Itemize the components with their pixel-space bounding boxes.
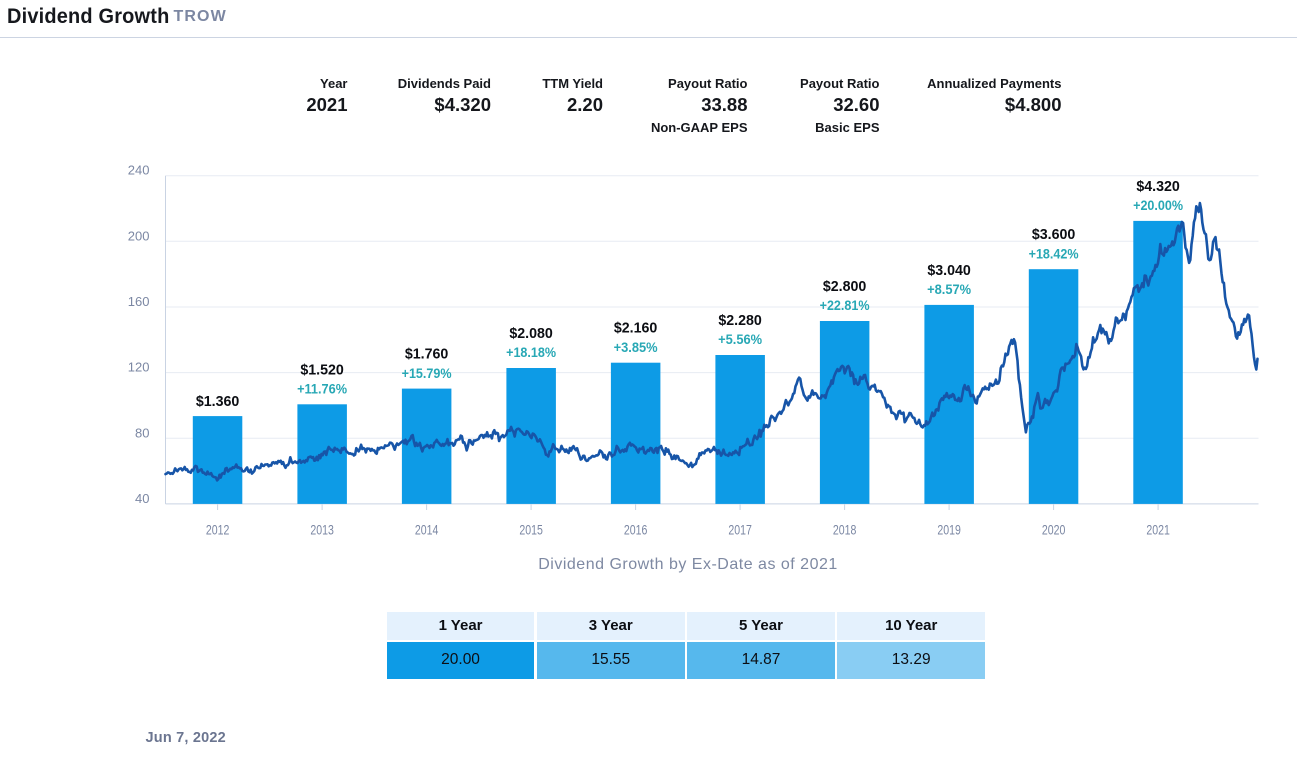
svg-text:+8.57%: +8.57%: [927, 282, 971, 297]
svg-text:$4.320: $4.320: [1136, 178, 1180, 195]
svg-text:120: 120: [128, 360, 150, 375]
svg-text:2016: 2016: [624, 522, 648, 537]
svg-text:2020: 2020: [1042, 522, 1066, 537]
svg-text:200: 200: [128, 228, 150, 243]
svg-text:+11.76%: +11.76%: [297, 382, 347, 397]
svg-text:2012: 2012: [206, 522, 230, 537]
svg-text:2019: 2019: [937, 522, 961, 537]
svg-text:$1.360: $1.360: [196, 393, 240, 410]
svg-text:$2.160: $2.160: [614, 320, 658, 337]
svg-text:+20.00%: +20.00%: [1133, 198, 1183, 213]
svg-text:+22.81%: +22.81%: [820, 298, 870, 313]
svg-text:2014: 2014: [415, 522, 439, 537]
svg-text:+18.18%: +18.18%: [506, 345, 556, 360]
svg-text:$1.760: $1.760: [405, 346, 449, 363]
svg-text:160: 160: [128, 294, 150, 309]
svg-text:2018: 2018: [833, 522, 857, 537]
svg-text:$2.080: $2.080: [509, 325, 553, 342]
svg-text:$2.800: $2.800: [823, 278, 867, 295]
svg-text:+5.56%: +5.56%: [718, 332, 762, 347]
svg-text:$3.600: $3.600: [1032, 226, 1076, 243]
svg-text:+3.85%: +3.85%: [614, 340, 658, 355]
svg-text:2013: 2013: [310, 522, 334, 537]
svg-text:$3.040: $3.040: [927, 262, 971, 279]
svg-text:240: 240: [128, 163, 150, 178]
svg-text:$2.280: $2.280: [718, 312, 762, 329]
svg-text:2015: 2015: [519, 522, 543, 537]
svg-text:+18.42%: +18.42%: [1029, 246, 1079, 261]
svg-text:$1.520: $1.520: [300, 361, 344, 378]
svg-text:+15.79%: +15.79%: [402, 366, 452, 381]
svg-text:40: 40: [135, 491, 149, 506]
svg-text:2021: 2021: [1146, 522, 1170, 537]
svg-text:80: 80: [135, 425, 149, 440]
svg-text:2017: 2017: [728, 522, 752, 537]
